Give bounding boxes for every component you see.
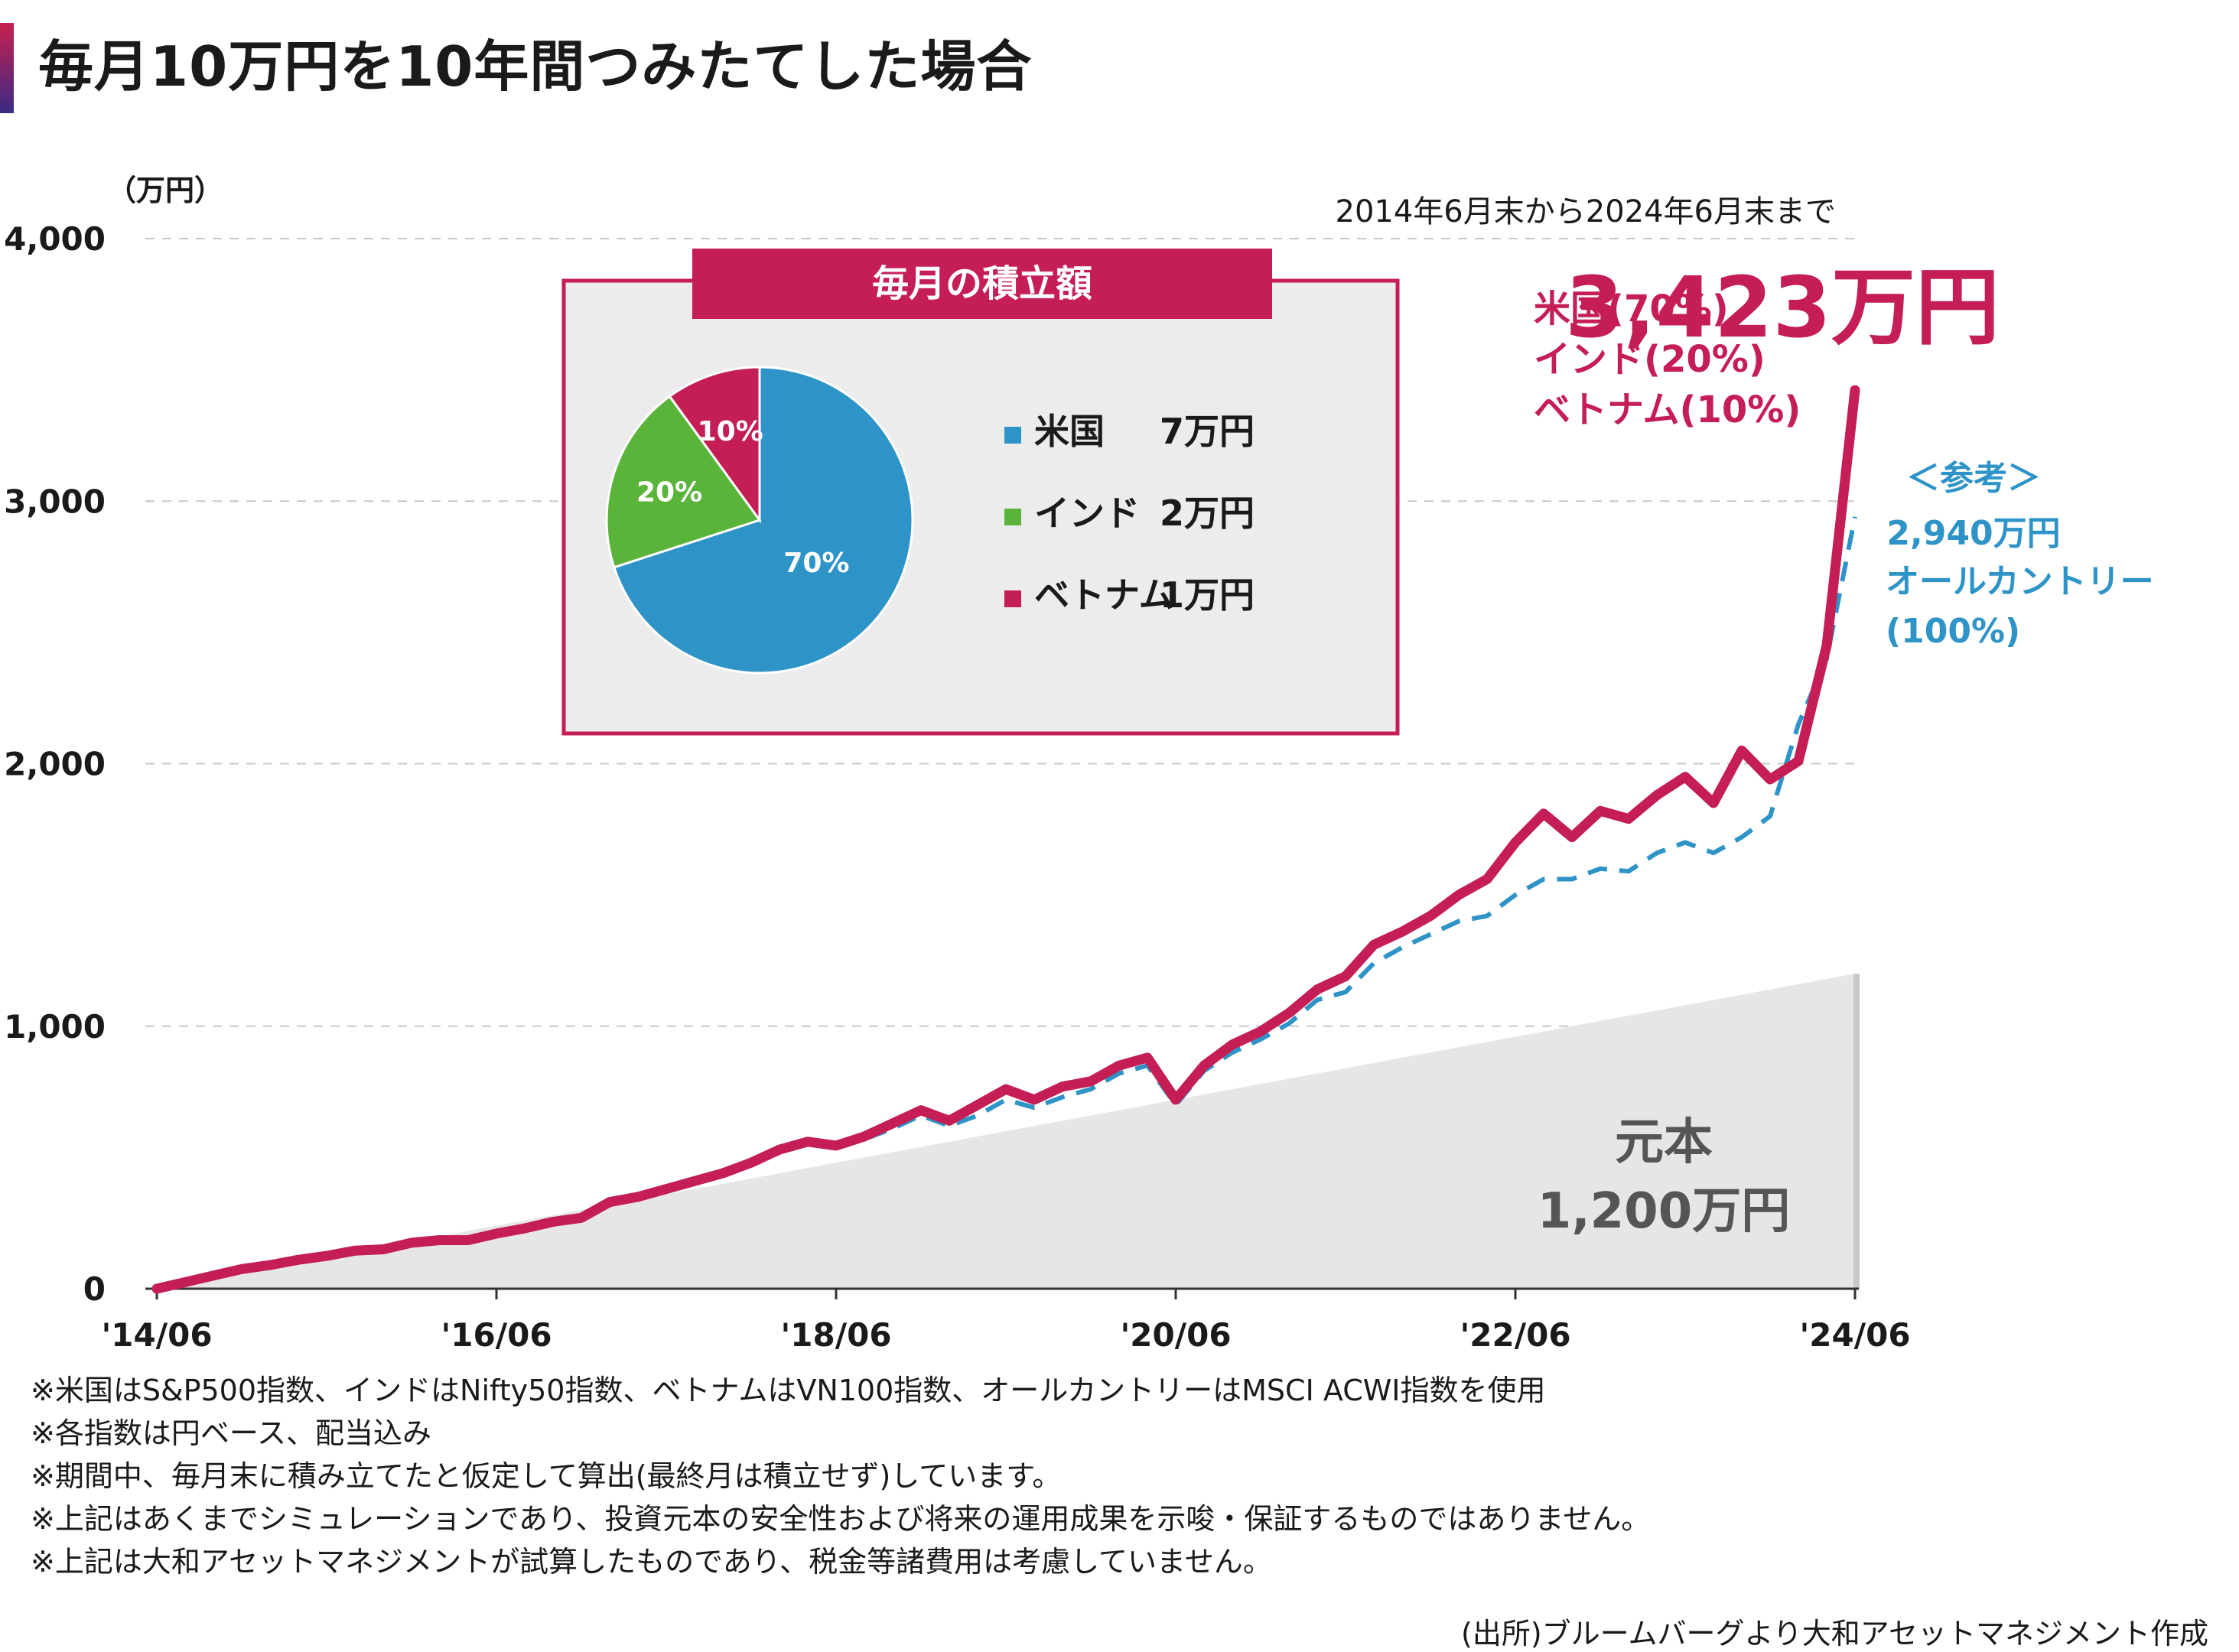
principal-label: 元本 — [1615, 1114, 1713, 1171]
pie-slice — [668, 366, 761, 524]
x-tick-label: '18/06 — [780, 1316, 891, 1354]
legend-amount: 7万円 — [1160, 411, 1255, 452]
pie-slice-label: 10% — [698, 416, 763, 447]
pie-slice-label: 20% — [636, 477, 702, 509]
footnote: ※各指数は円ベース、配当込み — [31, 1416, 431, 1450]
series-label-acwi: ＜参考＞ — [1906, 459, 2041, 498]
y-tick-label: 3,000 — [4, 483, 106, 520]
principal-area — [157, 974, 1855, 1289]
legend-label: インド — [1034, 493, 1140, 534]
series-line-mix — [151, 385, 1860, 1294]
footnotes: ※米国はS&P500指数、インドはNifty50指数、ベトナムはVN100指数、… — [31, 1369, 1650, 1583]
series-label-acwi: 2,940万円 — [1886, 514, 2060, 553]
footnote: ※期間中、毎月末に積み立てたと仮定して算出(最終月は積立せず)しています。 — [31, 1459, 1062, 1493]
y-tick-label: 0 — [83, 1270, 106, 1308]
y-tick-label: 2,000 — [4, 746, 106, 783]
footnote: ※上記はあくまでシミュレーションであり、投資元本の安全性および将来の運用成果を示… — [31, 1502, 1651, 1536]
period-label: 2014年6月末から2024年6月末まで — [1336, 194, 1837, 229]
legend-swatch — [1004, 590, 1021, 607]
x-tick-label: '22/06 — [1460, 1316, 1570, 1354]
inset-title: 毎月の積立額 — [872, 262, 1092, 305]
series-label-mix: 米国(70%) — [1534, 288, 1729, 330]
footnote: ※上記は大和アセットマネジメントが試算したものであり、税金等諸費用は考慮していま… — [31, 1545, 1272, 1579]
title-accent-bar — [0, 23, 14, 113]
x-tick-label: '14/06 — [101, 1316, 212, 1354]
legend-amount: 1万円 — [1160, 574, 1255, 616]
series-label-mix: ベトナム(10%) — [1534, 389, 1801, 431]
series-line-acwi — [835, 516, 1857, 1148]
legend-swatch — [1004, 427, 1021, 444]
principal-value-label: 1,200万円 — [1538, 1183, 1790, 1240]
series-label-mix: インド(20%) — [1534, 338, 1765, 381]
legend-label: ベトナム — [1034, 574, 1174, 616]
legend-swatch — [1004, 509, 1021, 525]
pie-slice-label: 70% — [783, 548, 849, 579]
y-tick-label: 1,000 — [4, 1008, 106, 1046]
source-note: (出所)ブルームバーグより大和アセットマネジメント作成 — [1461, 1617, 2208, 1650]
footnote: ※米国はS&P500指数、インドはNifty50指数、ベトナムはVN100指数、… — [31, 1374, 1546, 1407]
y-tick-label: 4,000 — [4, 220, 106, 258]
x-tick-label: '20/06 — [1120, 1316, 1231, 1354]
legend-label: 米国 — [1034, 411, 1105, 452]
x-tick-label: '16/06 — [441, 1316, 552, 1354]
page-title: 毎月10万円を10年間つみたてした場合 — [38, 34, 1033, 99]
inset-title-bar — [692, 249, 1272, 319]
series-label-acwi: オールカントリー — [1886, 562, 2154, 601]
series-label-acwi: (100%) — [1886, 612, 2020, 651]
pie-slice — [605, 395, 762, 569]
y-unit-label: （万円） — [107, 174, 223, 207]
final-value-label-mix: 3,423万円 — [1565, 259, 2000, 356]
legend-amount: 2万円 — [1160, 493, 1255, 534]
x-tick-label: '24/06 — [1799, 1316, 1910, 1354]
pie-slice — [612, 366, 914, 675]
